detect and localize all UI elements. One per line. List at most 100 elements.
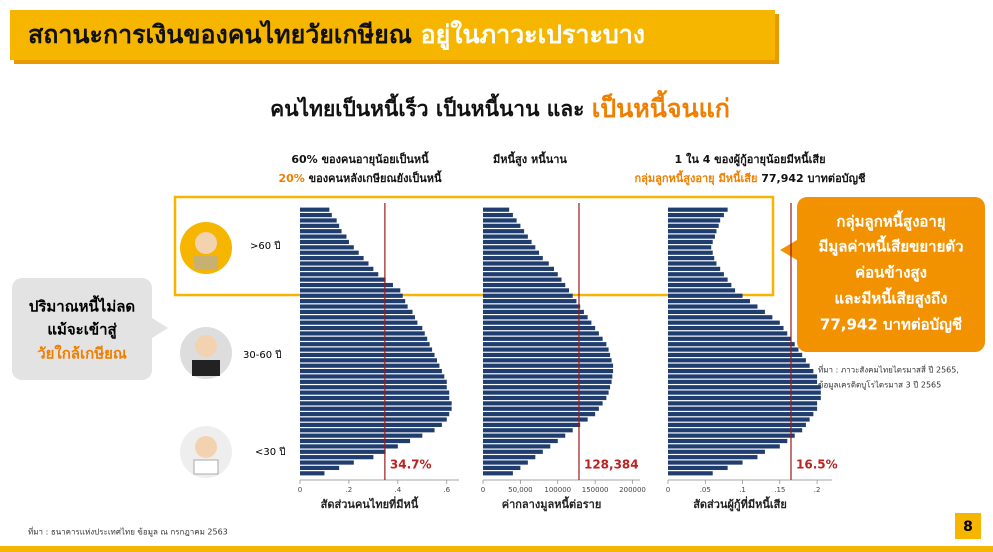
bottom-bar (0, 546, 993, 552)
callout-line: ค่อนข้างสูง (855, 264, 927, 283)
bar (483, 315, 588, 320)
bar (300, 304, 408, 309)
bar (300, 374, 445, 379)
bar (668, 277, 728, 282)
title-banner (10, 10, 775, 60)
age-group: 30-60 ปี (243, 349, 282, 361)
bar (300, 455, 374, 460)
bar (300, 282, 393, 288)
bar (668, 282, 732, 288)
bar (668, 395, 821, 401)
bar (668, 325, 784, 331)
bar (483, 304, 581, 309)
bar (483, 465, 521, 471)
bar (483, 417, 588, 422)
bar (668, 256, 715, 261)
bar (668, 369, 814, 374)
bar (483, 444, 551, 449)
bar (668, 218, 721, 223)
bar (300, 401, 452, 406)
bar (483, 363, 614, 368)
header-part: 77,942 บาทต่อบัญชี (757, 172, 866, 185)
bar (300, 218, 337, 223)
bar (483, 412, 596, 417)
bar (483, 239, 532, 245)
bar (483, 428, 573, 433)
bar (300, 390, 450, 395)
bar (300, 395, 450, 401)
face (195, 335, 217, 357)
bar (668, 449, 765, 454)
bar (300, 229, 342, 234)
callout-pointer (780, 240, 797, 260)
bar (483, 261, 549, 266)
bar (300, 406, 452, 411)
bar (483, 460, 528, 465)
bar (668, 309, 765, 314)
bar (300, 261, 369, 266)
right-callout-text: กลุ่มลูกหนี้สูงอายุ มีมูลค่าหนี้เสียขยาย… (818, 210, 963, 334)
bar (668, 234, 715, 239)
bar (300, 250, 359, 255)
bar (300, 331, 425, 336)
left-callout (12, 278, 152, 380)
bar (668, 374, 818, 379)
callout-line: กลุ่มลูกหนี้สูงอายุ (836, 210, 945, 232)
title: สถานะการเงินของคนไทยวัยเกษียณ อยู่ในภาวะ… (28, 19, 645, 51)
header-part: 60% ของคนอายุน้อยเป็นหนี้ (291, 151, 429, 167)
header-part: 1 ใน 4 ของผู้กู้อายุน้อยมีหนี้เสีย (674, 151, 825, 167)
bar (483, 309, 584, 314)
bar (300, 379, 447, 384)
x-tick-label: .4 (395, 486, 402, 494)
bar (483, 358, 612, 363)
bar (668, 261, 717, 266)
bar (668, 428, 803, 433)
body (194, 256, 218, 270)
bar (300, 412, 450, 417)
bar (300, 288, 401, 293)
bar (483, 256, 543, 261)
bar (300, 212, 332, 218)
face (195, 232, 217, 254)
bar (483, 471, 513, 476)
bar (668, 465, 728, 471)
bar (483, 449, 543, 454)
bar (483, 218, 517, 223)
callout-pointer (152, 318, 168, 338)
bar (300, 245, 354, 250)
bar (300, 320, 418, 325)
bar (483, 385, 611, 390)
callout-line: ปริมาณหนี้ไม่ลด (29, 295, 135, 316)
bar (668, 212, 724, 218)
bar (300, 315, 415, 320)
x-axis-label: ค่ากลางมูลหนี้ต่อราย (502, 496, 602, 512)
x-tick-label: .15 (774, 486, 785, 494)
bar (668, 304, 758, 309)
bar (483, 212, 513, 218)
bar (300, 471, 325, 476)
bar (300, 223, 340, 228)
bar (668, 223, 719, 228)
subtitle-part: คนไทยเป็นหนี้เร็ว เป็นหนี้นาน และ (270, 93, 584, 121)
footer-source: ที่มา : ธนาคารแห่งประเทศไทย ข้อมูล ณ กรก… (28, 526, 228, 538)
bar (668, 444, 780, 449)
x-tick-label: 200000 (619, 486, 646, 494)
bar (668, 299, 750, 304)
bar (300, 433, 423, 438)
bar (300, 460, 354, 465)
bar (668, 342, 795, 347)
bar (483, 234, 528, 239)
x-tick-label: 0 (481, 486, 485, 494)
bar (483, 272, 558, 277)
bar (483, 406, 599, 411)
bar (300, 444, 398, 449)
bar (300, 336, 428, 341)
bar (300, 449, 386, 454)
subtitle-highlight: เป็นหนี้จนแก่ (592, 89, 730, 123)
bar (668, 207, 728, 212)
bar (483, 331, 599, 336)
charts: 60% ของคนอายุน้อยเป็นหนี้ 20% ของคนหลังเก… (278, 151, 866, 512)
age-group: >60 ปี (250, 240, 281, 252)
chart-header: มีหนี้สูง หนี้นาน (493, 151, 567, 167)
